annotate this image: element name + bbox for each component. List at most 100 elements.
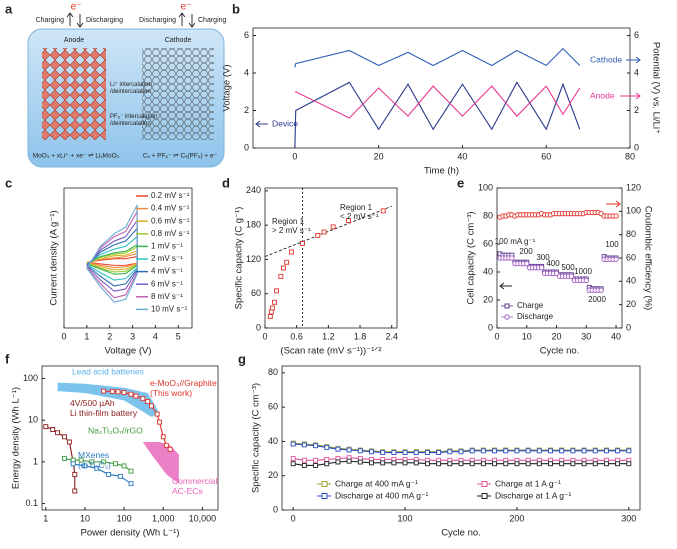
- panel-a: a e⁻ Charging Discharging e⁻ Discharging…: [5, 1, 227, 168]
- legend-swatch: [504, 303, 510, 309]
- x-axis-label: Time (h): [424, 166, 459, 177]
- marker: [615, 461, 621, 467]
- marker: [469, 461, 475, 467]
- y2-tick-label: 60: [626, 252, 636, 262]
- marker: [268, 309, 274, 315]
- marker: [568, 273, 575, 279]
- discharging-label: Discharging: [86, 17, 123, 24]
- panel-label: e: [457, 175, 464, 190]
- marker: [391, 460, 397, 466]
- panel-label: g: [238, 351, 246, 366]
- x-tick-label: 0: [291, 513, 296, 523]
- legend-label: 4 mV s⁻¹: [151, 267, 183, 276]
- marker: [503, 461, 509, 467]
- marker: [581, 448, 587, 454]
- x-tick-label: 1.2: [322, 331, 335, 341]
- marker: [167, 446, 173, 452]
- y-tick-label: 80: [483, 210, 493, 220]
- marker: [598, 287, 604, 293]
- marker: [536, 461, 542, 467]
- y-tick-label: 0: [256, 322, 261, 332]
- marker: [115, 389, 121, 395]
- marker: [301, 462, 307, 468]
- legend-swatch: [504, 314, 510, 320]
- y-tick-label: 60: [268, 402, 278, 412]
- y-tick-label: 180: [246, 220, 261, 230]
- marker: [346, 447, 352, 453]
- annotation: 400: [546, 259, 560, 268]
- marker: [288, 249, 294, 255]
- annotation: Region 1 > 2 mV s⁻¹: [272, 217, 311, 235]
- y-tick-label: 240: [246, 185, 261, 195]
- x-tick-label: 80: [625, 151, 635, 161]
- marker: [278, 274, 284, 280]
- x-axis-label: Voltage (V): [105, 346, 152, 357]
- charging-label: Charging: [36, 17, 65, 24]
- x-tick-label: 30: [581, 331, 591, 341]
- legend-label: 0.8 mV s⁻¹: [151, 229, 190, 238]
- trend-line: [264, 205, 392, 257]
- cathode-process: PF₆⁻ intercalation /deintercalation: [110, 114, 159, 127]
- legend-label: 2 mV s⁻¹: [151, 254, 183, 263]
- marker: [402, 450, 408, 456]
- marker: [581, 461, 587, 467]
- marker: [301, 442, 307, 448]
- anode-crystal: [42, 48, 106, 140]
- x-tick-label: 10,000: [189, 513, 217, 523]
- marker: [121, 390, 127, 396]
- y2-tick-label: 100: [626, 206, 641, 216]
- y2-tick-label: 0: [626, 322, 631, 332]
- marker: [480, 461, 486, 467]
- anode-reaction: MoO₃ + xLi⁺ + xe⁻ ⇌ LiₓMoO₃: [33, 153, 120, 160]
- marker: [559, 448, 565, 454]
- marker: [346, 458, 352, 464]
- marker: [154, 411, 160, 417]
- marker: [592, 448, 598, 454]
- plot-frame: [264, 187, 398, 329]
- marker: [413, 450, 419, 456]
- legend-label: 1 mV s⁻¹: [151, 242, 183, 251]
- x-tick-label: 0.6: [290, 331, 303, 341]
- marker: [458, 461, 464, 467]
- x-tick-label: 40: [457, 151, 467, 161]
- marker: [524, 260, 530, 267]
- marker: [538, 265, 545, 271]
- x-axis-label: Cycle no.: [441, 528, 481, 539]
- y-tick-label: 6: [244, 30, 249, 40]
- marker: [70, 461, 76, 467]
- legend-label: Charge at 1 A g⁻¹: [495, 478, 561, 488]
- y2-tick-label: 80: [626, 229, 636, 239]
- y-tick-label: 40: [483, 266, 493, 276]
- marker: [380, 208, 386, 214]
- marker: [583, 277, 589, 284]
- y2-tick-label: 0: [634, 142, 639, 152]
- marker: [357, 459, 363, 465]
- series-label: 4V/500 µAh Li thin-film battery: [70, 398, 138, 418]
- legend-label: 0.2 mV s⁻¹: [151, 191, 190, 200]
- x-tick-label: 0: [292, 151, 297, 161]
- marker: [89, 459, 95, 465]
- marker: [380, 460, 386, 466]
- line: [294, 47, 581, 68]
- marker: [78, 457, 84, 463]
- annotation: Region 1 < 2 mV s⁻¹: [340, 203, 379, 221]
- cathode-reaction: Cₓ + PF₆⁻ ⇌ Cₓ(PF₆) + e⁻: [143, 153, 218, 160]
- marker: [82, 463, 88, 469]
- marker: [109, 389, 115, 394]
- y-tick-label: 0: [488, 322, 493, 332]
- legend-label: Discharge: [517, 312, 554, 321]
- x-tick-label: 2.4: [385, 331, 398, 341]
- marker: [626, 461, 632, 467]
- marker: [514, 448, 520, 454]
- line: [86, 204, 138, 303]
- marker: [301, 457, 307, 463]
- marker: [324, 444, 330, 450]
- plot-frame: [41, 365, 219, 511]
- x-tick-label: 100: [398, 513, 413, 523]
- y-tick-label: 4: [244, 67, 249, 77]
- y2-axis-label: Potential (V) vs. Li/Li⁺: [650, 42, 661, 134]
- marker: [267, 314, 273, 320]
- marker: [436, 461, 442, 467]
- marker: [94, 465, 100, 471]
- marker: [447, 461, 453, 467]
